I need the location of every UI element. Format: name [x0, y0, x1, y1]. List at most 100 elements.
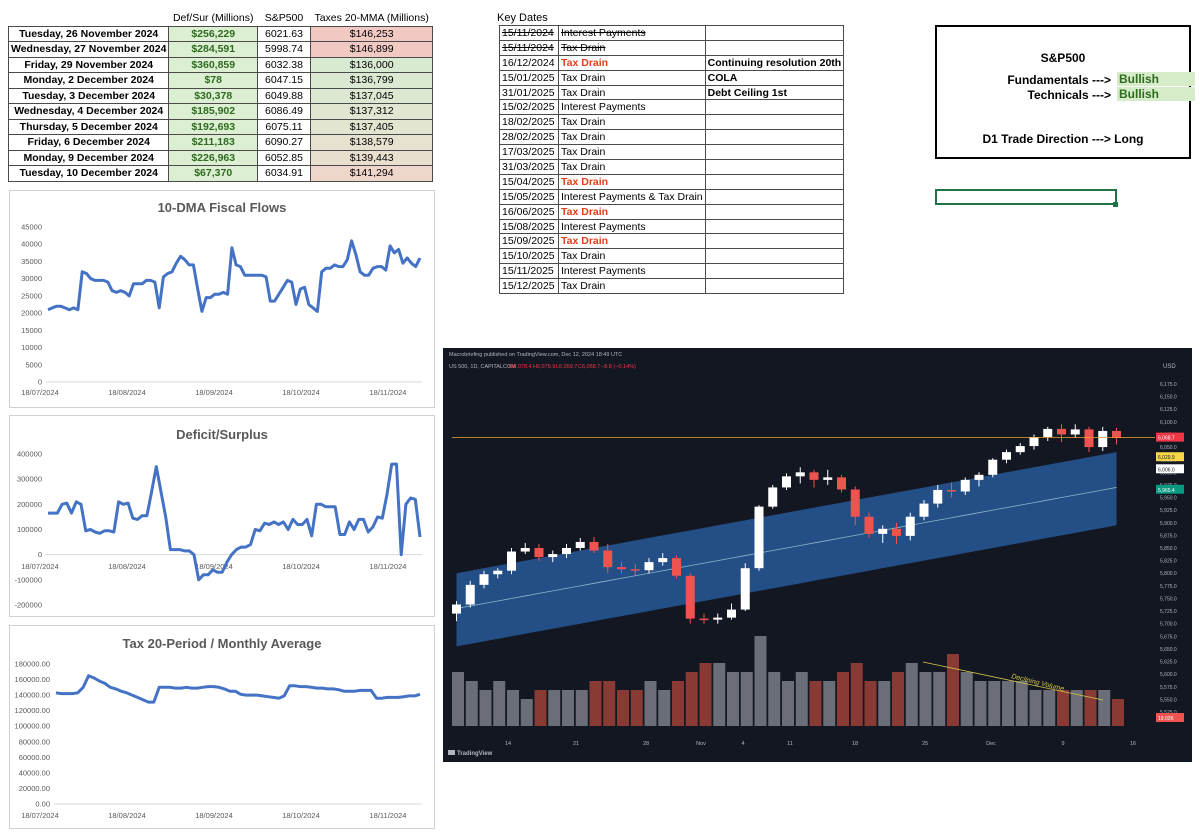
- tv-price-label[interactable]: 5,550.0: [1160, 697, 1177, 703]
- tv-volume-bar[interactable]: [1098, 690, 1111, 726]
- key-date[interactable]: 15/08/2025: [499, 218, 559, 235]
- row-tax[interactable]: $141,294: [309, 165, 434, 182]
- tv-candle[interactable]: [837, 477, 846, 490]
- tv-candle[interactable]: [548, 554, 558, 558]
- tv-volume-bar[interactable]: [960, 672, 973, 726]
- key-event[interactable]: Interest Payments: [558, 263, 706, 280]
- row-tax[interactable]: $136,799: [309, 72, 434, 89]
- tv-volume-bar[interactable]: [465, 681, 478, 726]
- tv-candle[interactable]: [864, 516, 874, 534]
- key-date[interactable]: 15/11/2024: [499, 39, 559, 56]
- tv-candle[interactable]: [782, 476, 791, 488]
- tv-candle[interactable]: [768, 487, 778, 507]
- tv-volume-bar[interactable]: [713, 663, 726, 726]
- row-date[interactable]: Tuesday, 3 December 2024: [7, 87, 170, 104]
- tv-candle[interactable]: [850, 489, 860, 517]
- key-event[interactable]: Interest Payments: [558, 218, 706, 235]
- key-note[interactable]: [704, 25, 845, 41]
- tv-volume-bar[interactable]: [974, 681, 987, 726]
- tv-candle[interactable]: [507, 551, 516, 571]
- tv-volume-bar[interactable]: [562, 690, 574, 726]
- tv-candle[interactable]: [520, 548, 530, 552]
- tv-price-tag[interactable]: [1156, 464, 1184, 474]
- tv-price-label[interactable]: 5,800.0: [1160, 571, 1177, 577]
- tv-volume-bar[interactable]: [699, 663, 712, 726]
- tv-price-label[interactable]: 5,725.0: [1160, 609, 1177, 615]
- tv-time-label[interactable]: Dec: [986, 741, 996, 747]
- row-sp500[interactable]: 6032.38: [256, 56, 311, 73]
- key-date[interactable]: 28/02/2025: [499, 129, 559, 146]
- tv-candle[interactable]: [947, 489, 956, 492]
- tv-price-label[interactable]: 6,175.0: [1160, 382, 1177, 388]
- tv-candle[interactable]: [1084, 429, 1094, 448]
- row-defsur[interactable]: $185,902: [168, 103, 258, 120]
- row-defsur[interactable]: $256,229: [168, 25, 258, 42]
- tv-price-label[interactable]: 5,650.0: [1160, 647, 1177, 653]
- key-date[interactable]: 31/01/2025: [499, 84, 559, 101]
- key-date[interactable]: 15/02/2025: [499, 99, 559, 116]
- series-line[interactable]: [47, 239, 422, 313]
- row-date[interactable]: Tuesday, 26 November 2024: [7, 25, 170, 42]
- key-date[interactable]: 15/01/2025: [499, 69, 559, 86]
- key-date[interactable]: 15/10/2025: [499, 248, 559, 265]
- tv-price-tag[interactable]: [1156, 713, 1184, 722]
- key-note[interactable]: [704, 188, 845, 205]
- tv-candle[interactable]: [589, 541, 599, 551]
- tv-candle[interactable]: [1057, 428, 1066, 435]
- tv-volume-bar[interactable]: [988, 681, 1001, 726]
- key-event[interactable]: Tax Drain: [558, 54, 706, 71]
- tv-volume-bar[interactable]: [809, 681, 822, 726]
- key-date[interactable]: 31/03/2025: [499, 159, 559, 175]
- tv-volume-bar[interactable]: [864, 681, 877, 726]
- key-note[interactable]: [704, 278, 845, 295]
- key-event[interactable]: Interest Payments & Tax Drain: [558, 188, 706, 205]
- tv-candle[interactable]: [465, 584, 475, 605]
- tv-price-tag[interactable]: [1156, 484, 1184, 494]
- tv-volume-bar[interactable]: [1043, 690, 1056, 726]
- row-tax[interactable]: $146,253: [309, 25, 434, 42]
- tv-time-label[interactable]: 21: [573, 741, 579, 747]
- tv-volume-bar[interactable]: [933, 672, 946, 726]
- tv-candle[interactable]: [562, 548, 571, 555]
- key-event[interactable]: Tax Drain: [558, 129, 706, 146]
- tv-volume-bar[interactable]: [782, 681, 794, 726]
- tv-time-label[interactable]: 28: [643, 741, 649, 747]
- key-note[interactable]: [704, 173, 845, 190]
- key-event[interactable]: Tax Drain: [558, 69, 706, 86]
- row-defsur[interactable]: $67,370: [168, 165, 258, 182]
- tv-volume-bar[interactable]: [727, 672, 739, 726]
- tv-volume-bar[interactable]: [795, 672, 808, 726]
- row-defsur[interactable]: $226,963: [168, 149, 258, 166]
- tv-candle[interactable]: [479, 574, 489, 585]
- tv-volume-bar[interactable]: [575, 690, 588, 726]
- tv-volume-bar[interactable]: [520, 699, 533, 726]
- tv-volume-bar[interactable]: [617, 690, 629, 726]
- tv-candle[interactable]: [685, 575, 695, 619]
- row-date[interactable]: Tuesday, 10 December 2024: [7, 165, 170, 182]
- tv-volume-bar[interactable]: [740, 672, 753, 726]
- tv-candle[interactable]: [919, 503, 929, 517]
- tv-volume-bar[interactable]: [1057, 690, 1069, 726]
- tv-candle[interactable]: [1112, 430, 1121, 438]
- tv-time-label[interactable]: 25: [922, 741, 928, 747]
- deficit-surplus-chart[interactable]: Deficit/Surplus 400000 300000 200000 100000 0…: [9, 415, 435, 617]
- tv-volume-bar[interactable]: [837, 672, 849, 726]
- tv-candle[interactable]: [878, 528, 888, 534]
- row-sp500[interactable]: 6086.49: [256, 103, 311, 120]
- key-note[interactable]: [704, 39, 845, 56]
- tv-price-label[interactable]: 6,150.0: [1160, 395, 1177, 401]
- tv-volume-bar[interactable]: [905, 663, 918, 726]
- fiscal-flows-chart[interactable]: 10-DMA Fiscal Flows 45000 40000 35000 30000 2…: [9, 190, 435, 408]
- key-date[interactable]: 16/06/2025: [499, 203, 559, 220]
- tv-price-label[interactable]: 5,600.0: [1160, 672, 1177, 678]
- row-defsur[interactable]: $30,378: [168, 87, 258, 104]
- tv-candle[interactable]: [493, 570, 503, 575]
- tv-time-label[interactable]: 18: [852, 741, 858, 747]
- tv-candle[interactable]: [727, 609, 736, 618]
- key-date[interactable]: 15/09/2025: [499, 233, 559, 250]
- tv-price-label[interactable]: 6,000.0: [1160, 470, 1177, 476]
- tv-price-label[interactable]: 5,950.0: [1160, 496, 1177, 502]
- key-event[interactable]: Tax Drain: [558, 39, 706, 56]
- tv-time-label[interactable]: 16: [1130, 741, 1136, 747]
- tv-candle[interactable]: [658, 558, 668, 563]
